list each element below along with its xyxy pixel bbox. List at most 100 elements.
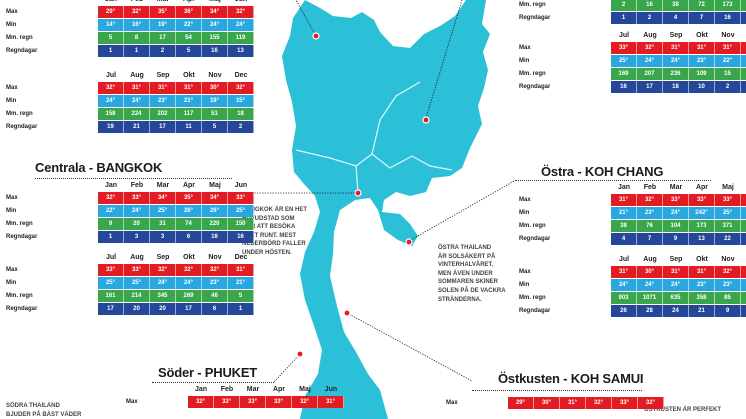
- cell-days: 17: [176, 303, 202, 315]
- cell-max: 32°: [637, 194, 663, 206]
- cell-rain: 214: [124, 290, 150, 302]
- cell-max: 34°: [150, 192, 176, 204]
- month-label: Mar: [150, 0, 176, 5]
- note-line: MEN ÄVEN UNDER: [438, 270, 493, 277]
- row-rain: 90310716353588528: [611, 292, 746, 304]
- cell-min: 26°: [176, 205, 202, 217]
- cell-max: 32°: [150, 264, 176, 276]
- cell-days: 6: [202, 303, 228, 315]
- month-header: Jul Aug Sep Okt Nov Dec: [611, 30, 746, 41]
- region-title-eastcoast: Östkusten - KOH SAMUI: [498, 371, 644, 386]
- cell-max: 34°: [202, 6, 228, 18]
- note-line: GÅR ATT BESÖKA: [242, 224, 296, 231]
- row-label-days: Regndagar: [6, 48, 38, 54]
- note-eastcoast: ÖSTKUSTEN ÄR PERFEKT: [644, 406, 721, 415]
- cell-max: 35°: [150, 6, 176, 18]
- cell-rain: 18: [228, 108, 254, 120]
- month-label: Okt: [696, 256, 708, 263]
- row-label-rain: Mm. regn: [6, 293, 33, 299]
- cell-max: 30°: [534, 397, 560, 409]
- cell-max: 32°: [98, 192, 124, 204]
- row-label-min: Min: [6, 208, 17, 214]
- row-rain: 3876104173371902: [611, 220, 746, 232]
- cell-rain: 46: [202, 290, 228, 302]
- cell-min: 22°: [176, 19, 202, 31]
- cell-rain: 155: [202, 32, 228, 44]
- cell-min: 24°: [611, 279, 637, 291]
- month-header: Jul Aug Sep Okt Nov Dec: [611, 254, 746, 265]
- row-rain: 158 224 202 117 51 18: [98, 108, 254, 120]
- cell-max: 33°: [663, 194, 689, 206]
- month-label: Aug: [130, 72, 144, 79]
- month-label: Jun: [324, 386, 338, 393]
- cell-min: 25°: [228, 205, 254, 217]
- cell-min: 24°: [98, 95, 124, 107]
- month-label: Mar: [669, 184, 683, 191]
- row-min: 24°24°24°23°23°22°: [611, 279, 746, 291]
- month-label: Feb: [643, 184, 657, 191]
- cell-days: 17: [98, 303, 124, 315]
- cell-days: 13: [689, 233, 715, 245]
- row-rain: 169207236109155: [611, 68, 746, 80]
- cell-min: 19°: [150, 19, 176, 31]
- cell-min: 24°: [124, 95, 150, 107]
- cell-min: 22°: [741, 279, 746, 291]
- month-label: Nov: [721, 256, 735, 263]
- cell-rain: 1071: [637, 292, 663, 304]
- cell-max: 31°: [741, 266, 746, 278]
- row-rain: 161 214 345 269 46 5: [98, 290, 254, 302]
- month-label: Nov: [721, 32, 735, 39]
- cell-rain: 161: [98, 290, 124, 302]
- row-days: 12471617: [611, 12, 746, 24]
- cell-rain: 220: [202, 218, 228, 230]
- month-label: Nov: [208, 254, 222, 261]
- cell-max: 32°: [124, 6, 150, 18]
- cell-max: 33°: [98, 264, 124, 276]
- row-label-rain: Mm. regn: [519, 71, 546, 77]
- cell-days: 26: [611, 305, 637, 317]
- row-label-rain: Mm. regn: [6, 111, 33, 117]
- cell-days: 16: [611, 81, 637, 93]
- cell-max: 33°: [228, 192, 254, 204]
- row-max: 31°32°33°33°33°31°: [611, 194, 746, 206]
- cell-days: 1: [611, 12, 637, 24]
- cell-days: 16: [202, 231, 228, 243]
- cell-rain: 5: [741, 68, 746, 80]
- row-label-max: Max: [6, 85, 18, 91]
- row-max: 32° 33° 33° 33° 32° 31°: [188, 396, 344, 408]
- cell-days: 20: [150, 303, 176, 315]
- cell-days: 22: [715, 233, 741, 245]
- cell-rain: 28: [741, 292, 746, 304]
- cell-max: 35°: [176, 192, 202, 204]
- row-max: 32° 31° 31° 31° 30° 32°: [98, 82, 254, 94]
- cell-max: 31°: [741, 194, 746, 206]
- cell-rain: 5: [98, 32, 124, 44]
- cell-rain: 371: [715, 220, 741, 232]
- cell-days: 7: [637, 233, 663, 245]
- month-label: Jun: [228, 0, 254, 5]
- title-underline-central: [35, 178, 232, 179]
- cell-max: 33°: [612, 397, 638, 409]
- cell-days: 28: [637, 305, 663, 317]
- row-label-days: Regndagar: [519, 236, 551, 242]
- marker-chiangmai: [312, 32, 320, 40]
- row-days: 1617181021: [611, 81, 746, 93]
- month-label: Maj: [209, 182, 221, 189]
- month-label: Apr: [182, 182, 196, 189]
- cell-min: 17°: [741, 55, 746, 67]
- month-label: Jan: [104, 182, 118, 189]
- cell-min: 24°: [663, 55, 689, 67]
- cell-max: 31°: [318, 396, 344, 408]
- cell-min: 16°: [124, 19, 150, 31]
- cell-days: 17: [150, 121, 176, 133]
- row-label-days: Regndagar: [6, 306, 38, 312]
- cell-min: 14°: [98, 19, 124, 31]
- cell-days: 9: [715, 305, 741, 317]
- note-line: BANGKOK ÄR EN HET: [242, 207, 308, 213]
- row-label-max: Max: [6, 195, 18, 201]
- cell-days: 17: [637, 81, 663, 93]
- month-label: Maj: [722, 184, 734, 191]
- month-label: Sep: [669, 32, 683, 39]
- row-days: 1 1 2 5 16 13: [98, 45, 254, 57]
